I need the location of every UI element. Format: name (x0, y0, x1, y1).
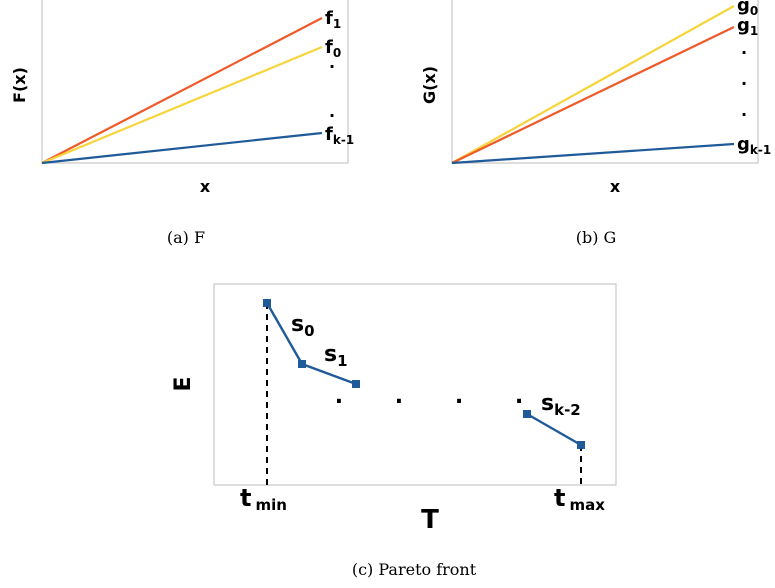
line-f1 (41, 17, 323, 164)
line-gk-1 (451, 142, 735, 165)
pareto-segments-left (265, 302, 357, 386)
dot-b-2: · (741, 74, 747, 93)
panel-c: s0 s1 sk-2 . . . . E T t min t max (c) Par… (171, 283, 617, 579)
caption-b: (b) G (576, 228, 617, 247)
label-gk-1: gk-1 (737, 134, 771, 157)
ylabel-c: E (171, 376, 196, 391)
panel-b-frame (451, 0, 759, 164)
pareto-segment-right (526, 412, 582, 447)
xlabel-b: x (610, 177, 621, 196)
panel-a-frame (41, 0, 349, 164)
panel-c-frame (213, 283, 617, 486)
line-g0 (451, 5, 735, 164)
caption-a: (a) F (167, 228, 205, 247)
label-f1: f1 (325, 8, 341, 31)
dot-b-1: · (741, 43, 747, 62)
label-fk-1: fk-1 (325, 124, 354, 147)
line-f0 (41, 45, 323, 165)
panel-b: g0 g1 · · · gk-1 G(x) x (b) G (420, 0, 771, 247)
pareto-point-0 (263, 299, 271, 307)
dot-a-2: · (329, 106, 335, 125)
line-fk-1 (41, 131, 323, 165)
label-sk-2: sk-2 (541, 391, 581, 419)
pareto-point-2 (352, 380, 360, 388)
ylabel-b: G(x) (420, 66, 439, 104)
label-g1: g1 (737, 15, 758, 38)
label-s0: s0 (291, 312, 315, 340)
xlabel-a: x (200, 177, 211, 196)
label-tmax: t max (554, 484, 605, 514)
pareto-point-k-1 (577, 441, 585, 449)
panel-a: f1 f0 · · fk-1 F(x) x (a) F (10, 0, 354, 247)
xlabel-c: T (421, 505, 439, 535)
ylabel-a: F(x) (10, 67, 29, 103)
ellipsis: . . . . (335, 384, 545, 409)
dot-b-3: · (741, 105, 747, 124)
line-g1 (451, 26, 735, 164)
label-f0: f0 (325, 37, 341, 60)
label-tmin: t min (240, 484, 287, 514)
label-s1: s1 (324, 342, 348, 370)
dot-a-1: · (329, 57, 335, 76)
pareto-point-k-2 (523, 410, 531, 418)
caption-c: (c) Pareto front (352, 560, 477, 579)
label-g0: g0 (737, 0, 758, 18)
pareto-point-1 (298, 360, 306, 368)
